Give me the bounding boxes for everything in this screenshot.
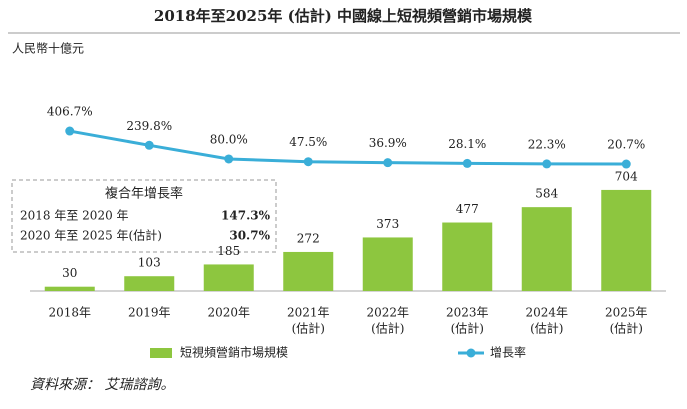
growth-line — [69, 129, 627, 166]
cagr-box — [11, 179, 277, 253]
bar — [44, 286, 95, 291]
source: 資料來源： 艾瑞諮詢。 — [30, 377, 174, 393]
x-tick-label: 2025年 — [605, 306, 648, 320]
bar-label: 272 — [297, 231, 320, 245]
cagr-period: 2020 年至 2025 年(估計) — [20, 228, 162, 243]
cagr-title: 複合年增長率 — [105, 186, 183, 202]
bar — [601, 189, 652, 291]
x-tick-label: 2023年 — [446, 306, 489, 320]
growth-point — [65, 126, 75, 136]
x-tick-label: 2018年 — [48, 306, 91, 320]
growth-label: 36.9% — [369, 136, 407, 150]
growth-label: 47.5% — [289, 135, 327, 149]
bar — [124, 276, 175, 291]
bar-label: 185 — [217, 244, 240, 258]
growth-point — [224, 154, 234, 164]
growth-point — [383, 158, 393, 168]
bar-label: 30 — [62, 266, 77, 280]
growth-label: 80.0% — [210, 132, 248, 146]
cagr-value: 147.3% — [221, 209, 271, 223]
bar — [521, 207, 572, 291]
bar-label: 103 — [138, 256, 161, 270]
x-tick-label: (估計) — [530, 321, 563, 336]
bar — [362, 237, 413, 291]
growth-label: 22.3% — [528, 137, 566, 151]
bar-label: 373 — [376, 217, 399, 231]
bar-label: 584 — [535, 187, 558, 201]
growth-label: 406.7% — [47, 105, 93, 119]
unit-label: 人民幣十億元 — [12, 42, 84, 56]
x-tick-label: 2022年 — [366, 306, 409, 320]
bar-label: 704 — [615, 169, 638, 183]
growth-label: 239.8% — [126, 119, 172, 133]
x-tick-label: 2019年 — [128, 306, 171, 320]
growth-label: 20.7% — [607, 138, 645, 152]
x-tick-label: 2021年 — [287, 306, 330, 320]
growth-point — [621, 159, 631, 169]
x-tick-label: (估計) — [371, 321, 404, 336]
x-tick-label: (估計) — [610, 321, 643, 336]
x-tick-label: (估計) — [451, 321, 484, 336]
cagr-value: 30.7% — [229, 229, 270, 243]
growth-point — [462, 158, 472, 168]
growth-point — [144, 140, 154, 150]
growth-point — [303, 157, 313, 167]
growth-label: 28.1% — [448, 137, 486, 151]
bar — [442, 222, 493, 291]
bar-label: 477 — [456, 202, 479, 216]
bar — [283, 251, 334, 291]
legend-label: 短視頻營銷市場規模 — [180, 345, 288, 360]
cagr-period: 2018 年至 2020 年 — [20, 209, 129, 223]
legend-label: 增長率 — [490, 345, 526, 360]
x-tick-label: 2024年 — [525, 306, 568, 320]
x-tick-label: 2020年 — [207, 306, 250, 320]
legend-swatch — [150, 348, 172, 358]
legend-swatch — [466, 348, 476, 358]
growth-point — [542, 159, 552, 169]
bar — [203, 264, 254, 291]
chart-title: 2018年至2025年 (估計) 中國線上短視頻營銷市場規模 — [154, 7, 533, 25]
x-tick-label: (估計) — [292, 321, 325, 336]
